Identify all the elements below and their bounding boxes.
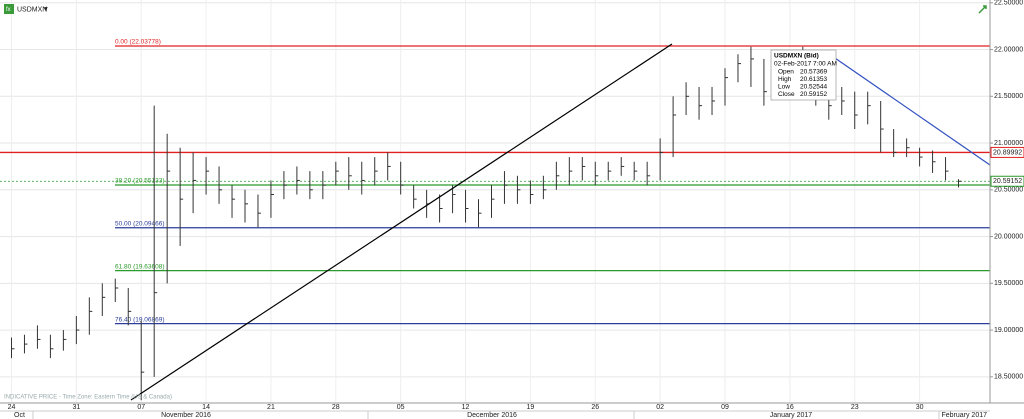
y-tick-label: 21.00000 (994, 140, 1023, 147)
y-tick-label: 21.50000 (994, 93, 1023, 100)
trend-line (831, 55, 991, 166)
month-label: January 2017 (770, 412, 813, 419)
month-label: February 2017 (941, 412, 987, 419)
price-marker (990, 146, 1024, 158)
price-marker-label: 20.89992 (993, 149, 1022, 156)
x-tick-label: 23 (851, 404, 859, 411)
icon-glyph: fx (6, 7, 11, 13)
tooltip-key: Close (778, 91, 795, 98)
symbol-icon[interactable] (4, 4, 14, 14)
tooltip-value: 20.59152 (800, 91, 827, 98)
levels: 0.00 (22.03778) 38.20 (20.55133) 50.00 (20… (0, 39, 990, 325)
fib-label: 38.20 (20.55133) (115, 178, 165, 185)
y-tick-label: 20.50000 (994, 187, 1023, 194)
tooltip-key: Low (778, 84, 790, 91)
tooltip-value: 20.61353 (800, 76, 827, 83)
x-tick-label: 02 (656, 404, 664, 411)
x-tick-label: 28 (332, 404, 340, 411)
x-tick-label: 16 (786, 404, 794, 411)
fib-label: 0.00 (22.03778) (115, 39, 161, 46)
month-label: Oct (14, 412, 25, 419)
fib-label: 61.80 (19.63608) (115, 263, 165, 270)
price-marker (990, 175, 1024, 187)
x-tick-label: 31 (72, 404, 80, 411)
y-tick-label: 19.50000 (994, 280, 1023, 287)
fib-label: 76.40 (19.06869) (115, 316, 165, 323)
x-tick-label: 09 (721, 404, 729, 411)
month-label: November 2016 (161, 412, 211, 419)
tooltip-time: 02-Feb-2017 7:00 AM (774, 61, 837, 68)
x-tick-label: 21 (267, 404, 275, 411)
x-tick-label: 30 (916, 404, 924, 411)
footer: INDICATIVE PRICE - Time Zone: Eastern Ti… (4, 395, 172, 401)
axis-labels: 18.50000 19.00000 19.50000 20.00000 20.50000… (8, 0, 1024, 411)
y-tick-label: 20.00000 (994, 233, 1023, 240)
tooltip-value: 20.52544 (800, 84, 827, 91)
y-tick-label: 19.00000 (994, 327, 1023, 334)
dropdown-arrow[interactable]: ▼ (43, 7, 49, 13)
tooltip-title: USDMXN (Bid) (774, 53, 819, 60)
y-tick-label: 22.50000 (994, 0, 1023, 7)
tooltip-box (770, 49, 837, 101)
trend-line (130, 43, 673, 401)
y-tick-label: 18.50000 (994, 374, 1023, 381)
x-tick-label: 24 (8, 404, 16, 411)
bars (10, 46, 962, 401)
y-tick-label: 22.00000 (994, 46, 1023, 53)
symbol[interactable]: USDMXN (17, 6, 47, 13)
x-tick-label: 14 (202, 404, 210, 411)
x-tick-label: 12 (462, 404, 470, 411)
x-tick-label: 19 (527, 404, 535, 411)
tooltip-key: High (778, 76, 792, 83)
tooltip-key: Open (778, 69, 794, 76)
x-tick-label: 05 (397, 404, 405, 411)
fib-label: 50.00 (20.09466) (115, 220, 165, 227)
tooltip-value: 20.57369 (800, 69, 827, 76)
x-tick-label: 26 (591, 404, 599, 411)
expand-icon[interactable] (978, 5, 987, 14)
tooltip: USDMXN (Bid) 02-Feb-2017 7:00 AM Open 20.… (770, 49, 837, 101)
plot-area (0, 0, 990, 403)
month-label: December 2016 (467, 412, 517, 419)
price-marker-label: 20.59152 (993, 178, 1022, 185)
x-tick-label: 07 (137, 404, 145, 411)
